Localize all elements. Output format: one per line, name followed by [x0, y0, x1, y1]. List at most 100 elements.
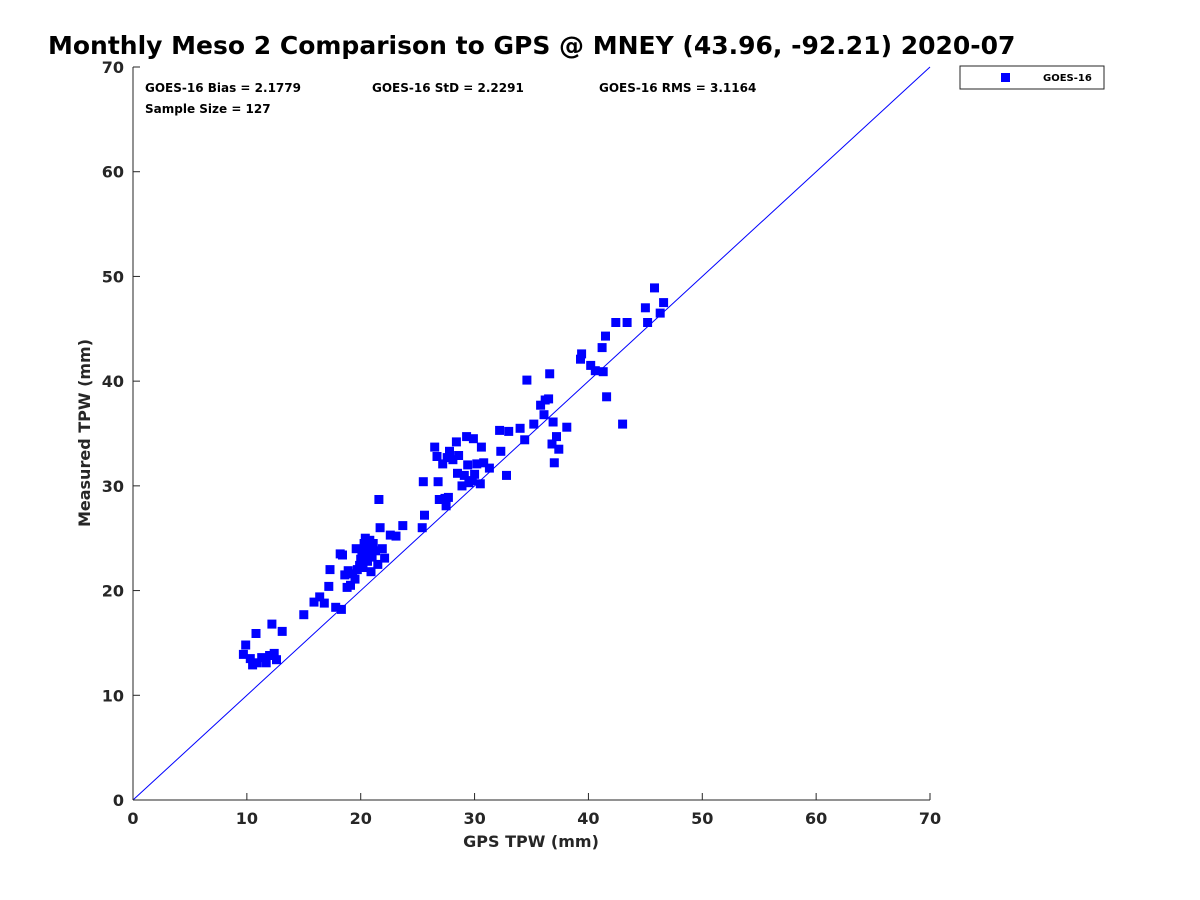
- data-point: [265, 651, 275, 660]
- data-point: [496, 446, 506, 456]
- data-point: [324, 581, 334, 591]
- data-point: [552, 432, 561, 442]
- data-point: [257, 653, 267, 663]
- data-point: [367, 552, 377, 562]
- data-point: [601, 331, 610, 341]
- plot-area: [132, 66, 931, 801]
- data-point: [325, 565, 335, 575]
- data-point: [520, 435, 530, 445]
- data-point: [442, 453, 452, 463]
- data-point: [272, 655, 281, 665]
- data-point: [536, 400, 546, 410]
- data-point: [238, 649, 248, 659]
- x-tick-label: 20: [350, 809, 372, 828]
- data-point: [476, 442, 486, 452]
- legend-box: [959, 65, 1105, 90]
- data-point: [251, 629, 261, 638]
- y-axis-label: Measured TPW (mm): [75, 339, 94, 527]
- data-point: [549, 458, 559, 468]
- data-point: [356, 554, 366, 564]
- data-point: [261, 658, 271, 668]
- data-point: [359, 539, 369, 548]
- data-point: [463, 460, 473, 470]
- data-point: [373, 559, 383, 569]
- data-point: [375, 523, 385, 533]
- data-point: [309, 597, 319, 607]
- stats-annotations: GOES-16 Bias = 2.1779 GOES-16 StD = 2.22…: [145, 81, 756, 116]
- one-to-one-line: [132, 66, 931, 801]
- data-point: [577, 349, 587, 359]
- y-ticks: 0 10 20 30 40 50 60 70: [102, 58, 140, 810]
- data-point: [358, 563, 368, 572]
- data-point: [366, 567, 376, 577]
- data-point: [562, 422, 572, 432]
- data-point: [434, 495, 444, 504]
- axes: 0 10 20 30 40 50 60 70 0 10 20 30 40 50 60 70: [102, 58, 941, 828]
- data-point: [269, 648, 279, 658]
- data-point: [457, 481, 467, 491]
- data-point: [454, 451, 464, 460]
- data-point: [611, 318, 621, 327]
- data-point: [462, 432, 472, 442]
- data-point: [545, 369, 555, 379]
- data-point: [418, 477, 428, 487]
- data-point: [350, 574, 360, 584]
- data-point: [430, 442, 440, 452]
- data-point: [438, 459, 448, 469]
- data-point: [377, 544, 387, 554]
- x-tick-label: 0: [127, 809, 138, 828]
- data-markers: [238, 283, 669, 670]
- x-ticks: 0 10 20 30 40 50 60 70: [127, 793, 941, 828]
- data-point: [346, 580, 355, 590]
- std-annotation: GOES-16 StD = 2.2291: [372, 81, 524, 95]
- data-point: [374, 495, 384, 504]
- data-point: [241, 640, 251, 650]
- data-point: [385, 530, 395, 540]
- data-point: [586, 360, 596, 370]
- data-point: [445, 446, 454, 456]
- data-point: [364, 544, 374, 554]
- x-tick-label: 60: [805, 809, 827, 828]
- rms-annotation: GOES-16 RMS = 3.1164: [599, 81, 756, 95]
- x-axis-label: GPS TPW (mm): [463, 832, 599, 851]
- data-point: [544, 394, 554, 404]
- data-point: [252, 658, 262, 668]
- x-tick-label: 10: [236, 809, 258, 828]
- data-point: [361, 550, 371, 560]
- y-tick-label: 70: [102, 58, 124, 77]
- data-point: [650, 283, 659, 293]
- data-point: [576, 354, 585, 364]
- x-tick-label: 30: [463, 809, 485, 828]
- y-tick-label: 30: [102, 477, 124, 496]
- data-point: [453, 468, 462, 478]
- data-point: [417, 523, 427, 533]
- data-point: [467, 476, 477, 486]
- data-point: [420, 510, 429, 520]
- y-tick-label: 20: [102, 582, 124, 601]
- data-point: [554, 444, 564, 454]
- data-point: [277, 626, 287, 636]
- data-point: [441, 501, 451, 511]
- data-point: [468, 434, 478, 444]
- x-tick-label: 40: [577, 809, 599, 828]
- chart-title: Monthly Meso 2 Comparison to GPS @ MNEY …: [48, 31, 1015, 60]
- data-point: [590, 366, 600, 376]
- data-point: [245, 654, 255, 664]
- legend: GOES-16: [959, 65, 1105, 90]
- data-point: [640, 303, 650, 313]
- data-point: [315, 592, 325, 602]
- data-point: [504, 426, 514, 436]
- data-point: [539, 410, 549, 420]
- data-point: [348, 569, 358, 579]
- data-point: [459, 470, 469, 480]
- data-point: [502, 470, 511, 480]
- legend-label: GOES-16: [1043, 73, 1092, 84]
- data-point: [643, 318, 653, 327]
- data-point: [622, 318, 632, 327]
- data-point: [398, 521, 408, 531]
- y-tick-label: 50: [102, 267, 124, 286]
- x-tick-label: 70: [919, 809, 941, 828]
- data-point: [336, 604, 346, 614]
- data-point: [479, 458, 489, 468]
